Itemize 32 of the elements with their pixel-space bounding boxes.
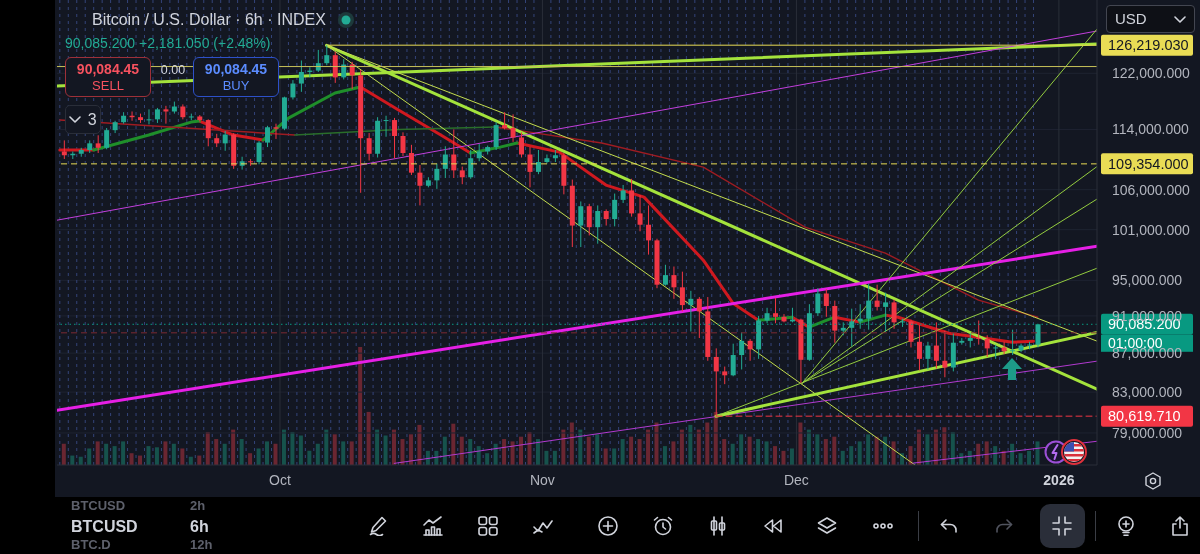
text: Bitcoin / U.S. Dollar · 6h · INDEX bbox=[92, 10, 326, 30]
sell-button: 90,084.45 SELL bbox=[65, 57, 151, 97]
x-tick-label: Dec bbox=[783, 472, 809, 488]
annotation: 3 bbox=[87, 110, 97, 129]
y-tick-label: 83,000.000 bbox=[1112, 384, 1183, 401]
dropdown-button: 3 bbox=[65, 105, 101, 134]
text: BTCUSD bbox=[71, 498, 126, 513]
annotation: SELL bbox=[92, 77, 124, 94]
text: 12h bbox=[190, 537, 213, 552]
x-tick-label: Nov bbox=[529, 472, 555, 488]
y-tick-label: 101,000.000 bbox=[1112, 221, 1191, 238]
text: BTCUSD bbox=[71, 517, 138, 536]
series-label: 126,219.030 bbox=[1108, 37, 1189, 54]
y-tick-label: 114,000.000 bbox=[1112, 121, 1190, 138]
annotation: BUY bbox=[222, 77, 250, 94]
y-tick-label: 106,000.000 bbox=[1112, 181, 1191, 198]
y-tick-label: 79,000.000 bbox=[1112, 424, 1183, 441]
text: 6h bbox=[190, 517, 209, 536]
series-label: 80,619.710 bbox=[1108, 408, 1181, 425]
x-tick-label: 2026 bbox=[1043, 472, 1075, 488]
annotation: 90,084.45 bbox=[204, 60, 268, 78]
y-tick-label: 122,000.000 bbox=[1112, 65, 1191, 82]
x-tick-label: Oct bbox=[269, 472, 291, 488]
buy-button: 90,084.45 BUY bbox=[193, 57, 279, 97]
ref-line-label: 109,354.000 bbox=[1108, 155, 1189, 172]
text: 90,085.200 +2,181.050 (+2.48%) bbox=[65, 34, 271, 52]
annotation: 90,084.45 bbox=[76, 60, 140, 78]
y-tick-label: 95,000.000 bbox=[1112, 272, 1183, 289]
currency-dropdown: USD bbox=[1106, 5, 1195, 33]
text: BTC.D bbox=[71, 537, 111, 552]
annotation: 0.00 bbox=[159, 63, 187, 78]
text: 2h bbox=[190, 498, 206, 513]
